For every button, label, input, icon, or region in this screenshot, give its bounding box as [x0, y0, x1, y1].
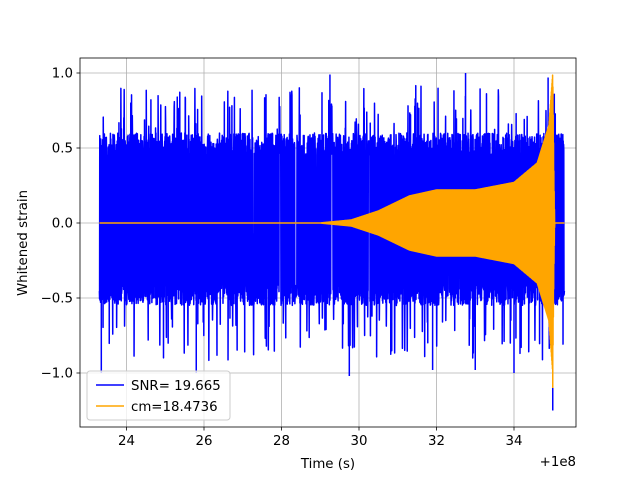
y-axis-label: Whitened strain: [16, 190, 31, 296]
x-axis-label: Time (s): [300, 457, 355, 472]
series-layer: [98, 73, 566, 411]
legend-label-snr: SNR= 19.665: [131, 379, 221, 394]
axis-ticks: 24 26 28 30 32 34 −1.0 −0.5 0.0 0.5 1.0: [41, 67, 523, 450]
legend: SNR= 19.665 cm=18.4736: [86, 370, 231, 421]
x-tick-label: 32: [428, 434, 445, 449]
y-tick-label: 0.5: [52, 142, 73, 157]
y-tick-label: 0.0: [52, 217, 73, 232]
x-tick-label: 34: [506, 434, 523, 449]
y-tick-label: 1.0: [52, 67, 73, 82]
y-tick-label: −1.0: [41, 367, 73, 382]
x-tick-label: 24: [118, 434, 135, 449]
plot-frame: [79, 57, 577, 428]
x-tick-label: 28: [273, 434, 290, 449]
x-tick-label: 26: [196, 434, 213, 449]
legend-box: [86, 370, 231, 421]
series-cm-line: [98, 74, 565, 388]
y-tick-label: −0.5: [41, 292, 73, 307]
x-offset-label: +1e8: [540, 455, 576, 470]
legend-label-cm: cm=18.4736: [131, 400, 218, 415]
x-tick-label: 30: [351, 434, 368, 449]
